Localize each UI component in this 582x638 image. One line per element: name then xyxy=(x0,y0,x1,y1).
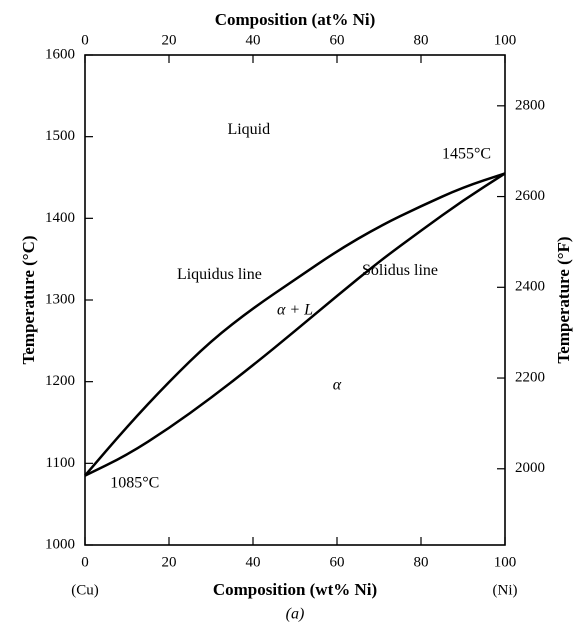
point-label-ni_mp: 1455°C xyxy=(442,145,491,162)
xtick-bottom-0: 0 xyxy=(81,554,89,570)
chart-bg xyxy=(0,0,582,638)
xtick-top-20: 20 xyxy=(162,32,177,48)
xtick-bottom-60: 60 xyxy=(330,554,345,570)
ytick-left-1300: 1300 xyxy=(45,291,75,307)
ytick-right-2200: 2200 xyxy=(515,369,545,385)
xtick-top-40: 40 xyxy=(246,32,261,48)
xtick-top-80: 80 xyxy=(414,32,429,48)
ytick-right-2000: 2000 xyxy=(515,460,545,476)
ytick-left-1400: 1400 xyxy=(45,210,75,226)
axis-title-top: Composition (at% Ni) xyxy=(215,10,376,29)
xtick-bottom-80: 80 xyxy=(414,554,429,570)
phase-diagram: 0204060801000204060801001000110012001300… xyxy=(0,0,582,638)
xtick-bottom-20: 20 xyxy=(162,554,177,570)
xtick-top-0: 0 xyxy=(81,32,89,48)
label-alpha: α xyxy=(333,376,342,393)
xtick-bottom-40: 40 xyxy=(246,554,261,570)
ytick-right-2600: 2600 xyxy=(515,188,545,204)
ytick-left-1200: 1200 xyxy=(45,373,75,389)
ytick-right-2400: 2400 xyxy=(515,279,545,295)
label-liquidus_line: Liquidus line xyxy=(177,266,262,283)
corner-label-ni: (Ni) xyxy=(493,582,518,598)
point-label-cu_mp: 1085°C xyxy=(110,474,159,491)
xtick-top-100: 100 xyxy=(494,32,517,48)
ytick-left-1500: 1500 xyxy=(45,128,75,144)
corner-label-cu: (Cu) xyxy=(71,582,99,598)
label-solidus_line: Solidus line xyxy=(362,262,438,279)
ytick-left-1000: 1000 xyxy=(45,536,75,552)
xtick-top-60: 60 xyxy=(330,32,345,48)
subfigure-label: (a) xyxy=(286,606,305,623)
axis-title-bottom: Composition (wt% Ni) xyxy=(213,580,377,599)
axis-title-right: Temperature (°F) xyxy=(554,236,573,363)
label-liquid: Liquid xyxy=(227,121,270,138)
xtick-bottom-100: 100 xyxy=(494,554,517,570)
axis-title-left: Temperature (°C) xyxy=(19,235,38,364)
ytick-left-1100: 1100 xyxy=(46,455,75,471)
label-two_phase: α + L xyxy=(277,301,313,318)
ytick-right-2800: 2800 xyxy=(515,97,545,113)
ytick-left-1600: 1600 xyxy=(45,46,75,62)
